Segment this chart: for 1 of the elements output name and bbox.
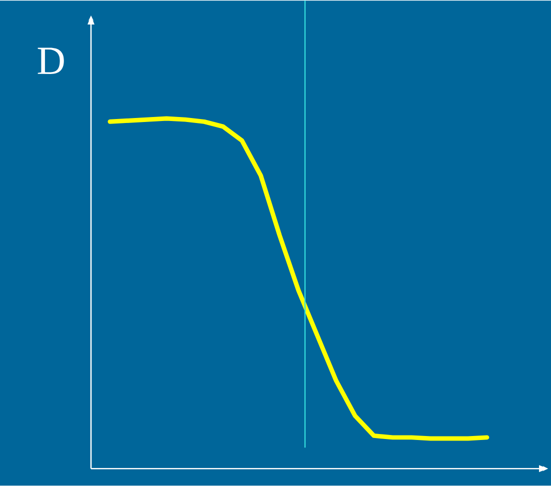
y-axis-title: D	[38, 48, 64, 74]
